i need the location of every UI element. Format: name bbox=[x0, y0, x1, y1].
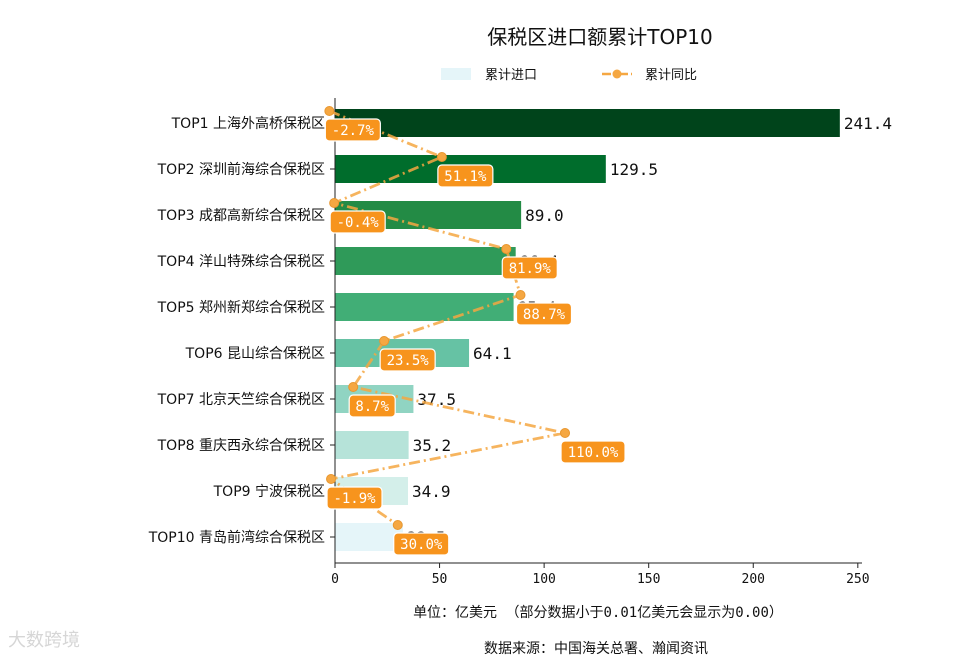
chart-title: 保税区进口额累计TOP10 bbox=[487, 25, 712, 49]
yoy-point bbox=[324, 106, 335, 116]
yoy-line-layer: -2.7% 51.1% -0.4% 81.9% 88.7% 23.5% 8.7% 110.0%… bbox=[324, 106, 626, 556]
category-label: TOP5 郑州新郑综合保税区 bbox=[157, 300, 325, 316]
yoy-label: -2.7% bbox=[332, 123, 375, 139]
watermark: 大数跨境 bbox=[8, 630, 80, 651]
yoy-label-box bbox=[393, 532, 450, 556]
yoy-label-box bbox=[501, 256, 558, 280]
yoy-point bbox=[515, 290, 526, 300]
yoy-label: 23.5% bbox=[387, 353, 430, 369]
yoy-label-box bbox=[515, 302, 573, 326]
yoy-label: -1.9% bbox=[333, 491, 376, 507]
bar-value-label: 241.4 bbox=[844, 114, 892, 133]
yoy-point bbox=[326, 474, 337, 484]
yoy-label-box bbox=[329, 210, 386, 234]
yoy-label: 51.1% bbox=[444, 169, 487, 185]
yoy-label-box bbox=[379, 348, 436, 372]
source-note: 数据来源：中国海关总署、瀚闻资讯 bbox=[484, 641, 708, 657]
legend: 累计进口 累计同比 bbox=[441, 68, 697, 83]
bar-value-label: 89.0 bbox=[525, 206, 564, 225]
yoy-label: 8.7% bbox=[355, 399, 389, 415]
yoy-label: 88.7% bbox=[523, 307, 566, 323]
bar bbox=[335, 247, 516, 275]
category-label: TOP9 宁波保税区 bbox=[213, 483, 325, 500]
category-label: TOP8 重庆西永综合保税区 bbox=[157, 438, 325, 454]
yoy-point bbox=[392, 520, 403, 530]
category-label: TOP7 北京天竺综合保税区 bbox=[157, 392, 325, 408]
yoy-label-box bbox=[326, 486, 383, 510]
bar bbox=[335, 431, 409, 459]
bar bbox=[335, 523, 403, 551]
x-tick-label: 50 bbox=[432, 572, 448, 587]
yoy-point bbox=[379, 336, 390, 346]
bar bbox=[335, 109, 840, 137]
bar bbox=[335, 293, 514, 321]
yoy-point bbox=[560, 428, 571, 438]
x-axis-label: 单位：亿美元 （部分数据小于0.01亿美元会显示为0.00） bbox=[413, 605, 783, 621]
yoy-point bbox=[436, 152, 447, 162]
yoy-point bbox=[348, 382, 359, 392]
x-axis: 0 50 100 150 200 250 bbox=[331, 98, 870, 587]
category-label: TOP3 成都高新综合保税区 bbox=[157, 207, 325, 224]
category-label: TOP6 昆山综合保税区 bbox=[185, 346, 325, 362]
yoy-label-box bbox=[560, 440, 626, 464]
bar-value-label: 35.2 bbox=[413, 436, 452, 455]
x-tick-label: 250 bbox=[846, 572, 869, 587]
category-label: TOP1 上海外高桥保税区 bbox=[171, 115, 325, 132]
legend-line-label: 累计同比 bbox=[645, 68, 697, 83]
bar-value-label: 34.9 bbox=[412, 482, 451, 501]
bar-value-label: 129.5 bbox=[610, 160, 658, 179]
legend-line-marker bbox=[612, 69, 622, 79]
yoy-label-box bbox=[437, 164, 494, 188]
yoy-label: 110.0% bbox=[568, 445, 619, 461]
yoy-label: 81.9% bbox=[509, 261, 552, 277]
x-tick-label: 200 bbox=[742, 572, 765, 587]
bar-value-label: 64.1 bbox=[473, 344, 512, 363]
category-label: TOP4 洋山特殊综合保税区 bbox=[157, 254, 325, 270]
yoy-point bbox=[329, 198, 340, 208]
yoy-point bbox=[501, 244, 512, 254]
category-label: TOP2 深圳前海综合保税区 bbox=[157, 161, 325, 178]
yoy-label: 30.0% bbox=[400, 537, 443, 553]
y-axis-labels: TOP1 上海外高桥保税区 TOP2 深圳前海综合保税区 TOP3 成都高新综合保税… bbox=[148, 115, 335, 546]
bar-value-label: 37.5 bbox=[417, 390, 456, 409]
category-label: TOP10 青岛前湾综合保税区 bbox=[148, 529, 325, 546]
yoy-label-box bbox=[324, 118, 381, 142]
yoy-label-box bbox=[348, 394, 396, 418]
x-tick-label: 150 bbox=[637, 572, 660, 587]
legend-bar-label: 累计进口 bbox=[485, 68, 537, 83]
legend-bar-swatch bbox=[441, 68, 471, 80]
x-tick-label: 100 bbox=[532, 572, 555, 587]
yoy-label: -0.4% bbox=[337, 215, 380, 231]
x-tick-label: 0 bbox=[331, 572, 339, 587]
